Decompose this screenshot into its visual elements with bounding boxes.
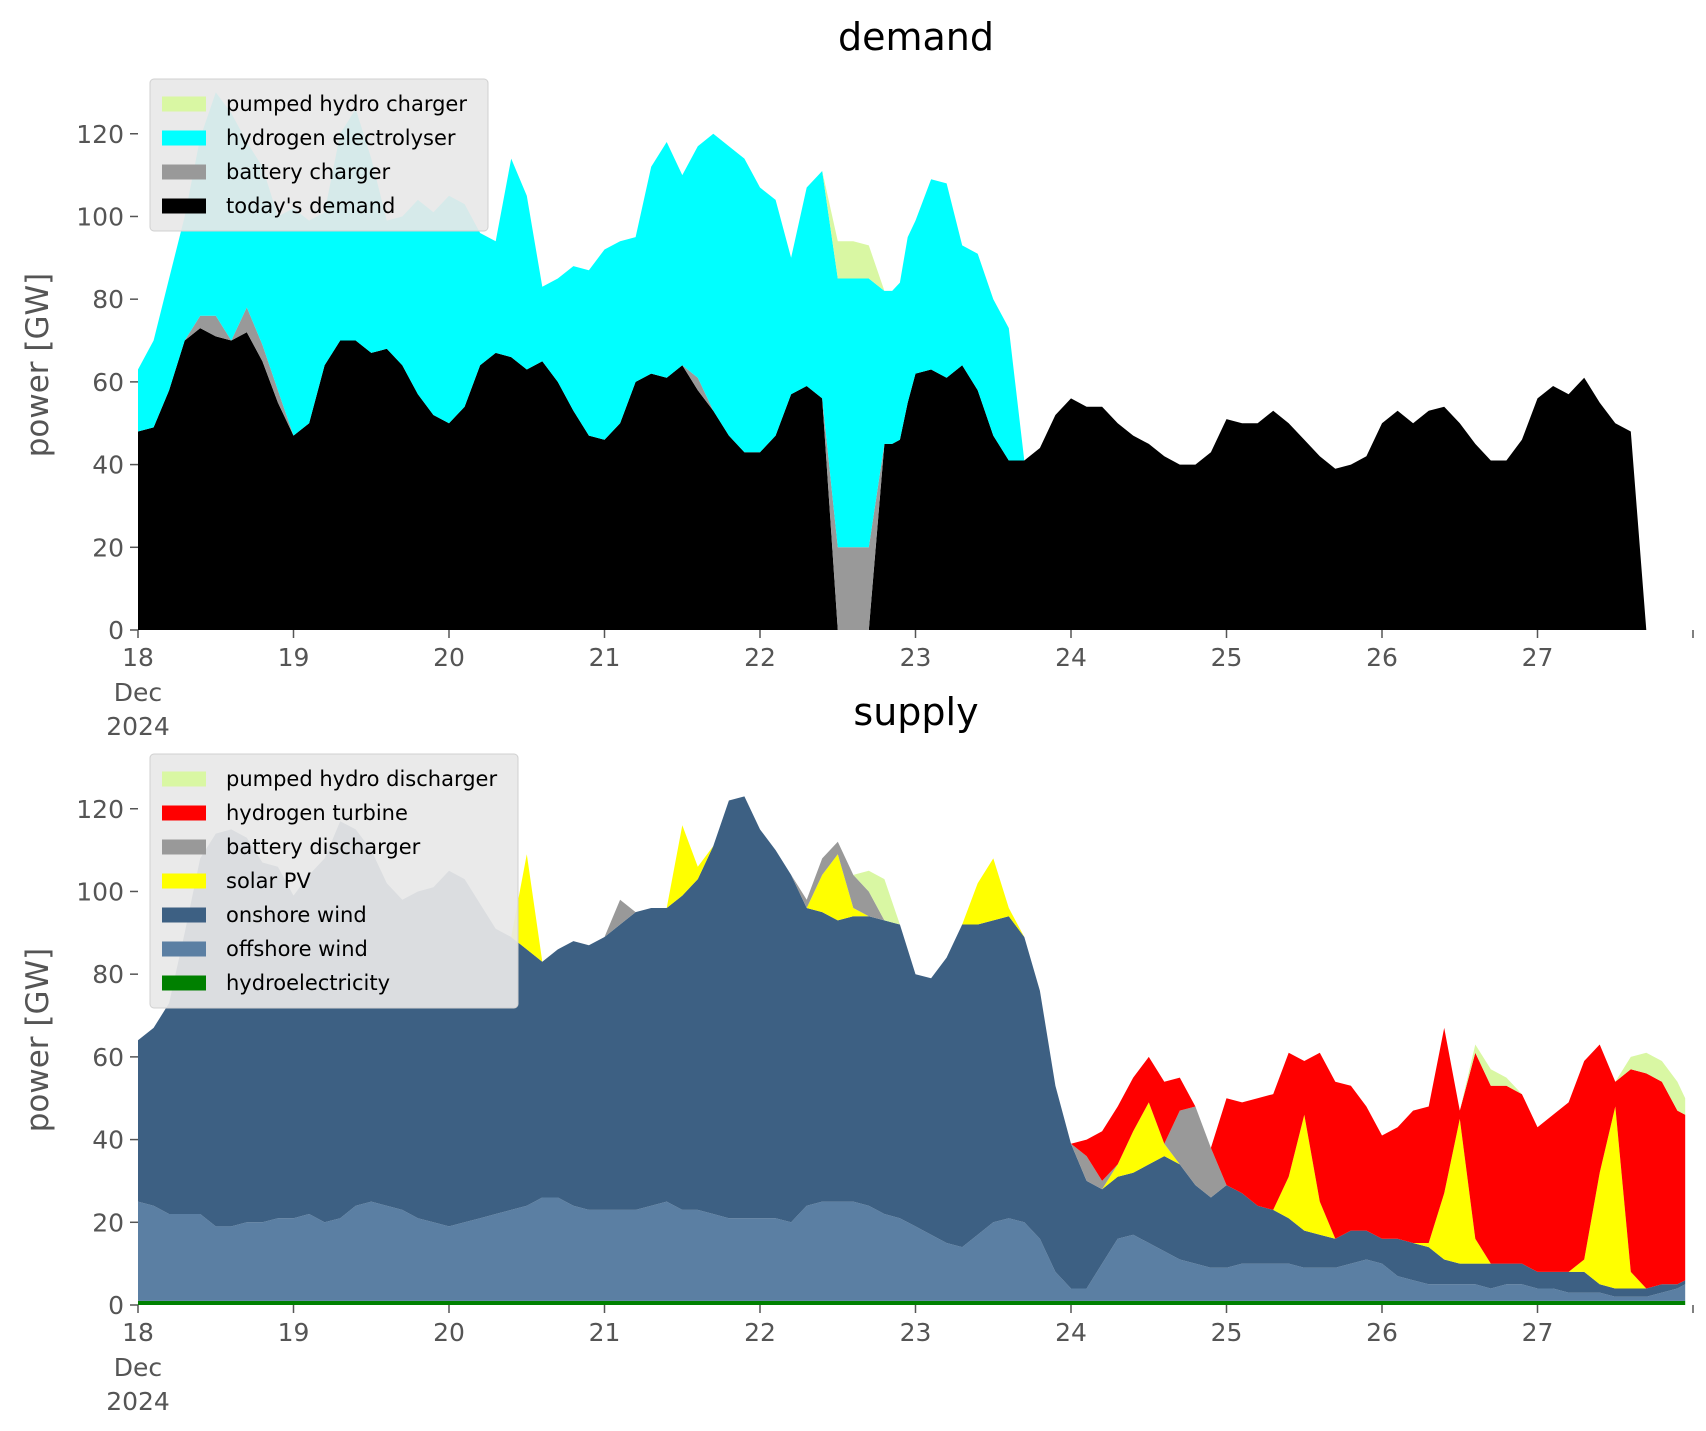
supply-legend[interactable]: pumped hydro discharger hydrogen turbine b… [149,753,519,1009]
demand-x-tick-label: 27 [1522,643,1554,672]
supply-x-tick-label: 21 [589,1318,621,1347]
legend-swatch [162,198,206,214]
supply-legend-item-offshore-wind[interactable]: offshore wind [162,937,368,961]
supply-y-tick-label: 120 [76,795,124,824]
supply-y-tick-label: 60 [92,1043,124,1072]
supply-area-layers [138,796,1686,1305]
supply-x-tick-label: 22 [744,1318,776,1347]
demand-legend-item-battery-charger[interactable]: battery charger [162,160,391,184]
supply-legend-item-onshore-wind[interactable]: onshore wind [162,903,367,927]
supply-x-tick-label: 26 [1366,1318,1398,1347]
supply-x-tick-label: 19 [278,1318,310,1347]
demand-x-tick-label: 21 [589,643,621,672]
demand-x-tick-label: 22 [744,643,776,672]
demand-legend[interactable]: pumped hydro charger hydrogen electrolyse… [149,78,489,232]
demand-x-tick-label: 20 [433,643,465,672]
supply-legend-box [149,753,519,1009]
demand-y-tick-label: 40 [92,451,124,480]
demand-x-tick-sublabel: 2024 [106,712,170,741]
demand-area-hydrogen-electrolyser [138,92,1686,630]
supply-y-tick-label: 40 [92,1126,124,1155]
supply-y-axis-label: power [GW] [20,948,56,1133]
demand-y-axis-label: power [GW] [20,273,56,458]
legend-label: hydrogen turbine [226,801,408,825]
demand-legend-item-hydrogen-electrolyser[interactable]: hydrogen electrolyser [162,126,456,150]
legend-label: today's demand [226,194,395,218]
supply-axes: 0 20 40 60 80 100 120 18 Dec 2024 19 20 21 22 23 24 25 26… [76,795,1694,1416]
supply-y-tick-label: 100 [76,877,124,906]
demand-legend-box [149,78,489,232]
supply-x-tick-label: 18 [122,1318,154,1347]
demand-x-tick-label: 26 [1366,643,1398,672]
demand-area-layers [138,92,1686,630]
supply-x-tick-label: 23 [900,1318,932,1347]
supply-panel: supply power [GW] 0 20 40 60 80 100 120 18 Dec 20… [20,690,1694,1416]
demand-x-tick-label: 19 [278,643,310,672]
legend-swatch [162,975,206,991]
supply-title: supply [853,690,978,734]
legend-label: onshore wind [226,903,367,927]
supply-legend-item-pumped-hydro-discharger[interactable]: pumped hydro discharger [162,767,497,791]
supply-area-onshore-wind [138,796,1686,1297]
demand-x-tick-label: 25 [1211,643,1243,672]
demand-y-tick-label: 80 [92,285,124,314]
demand-title: demand [838,15,994,59]
supply-y-tick-label: 0 [108,1291,124,1320]
supply-x-tick-label: 25 [1211,1318,1243,1347]
demand-x-tick-label: 18 [122,643,154,672]
demand-y-tick-label: 20 [92,533,124,562]
legend-label: battery discharger [226,835,421,859]
supply-legend-item-solar-pv[interactable]: solar PV [162,869,311,893]
supply-legend-item-battery-discharger[interactable]: battery discharger [162,835,421,859]
demand-y-tick-label: 60 [92,368,124,397]
legend-label: solar PV [226,869,311,893]
legend-swatch [162,96,206,112]
legend-swatch [162,164,206,180]
demand-legend-item-today-s-demand[interactable]: today's demand [162,194,395,218]
legend-label: pumped hydro discharger [226,767,497,791]
legend-swatch [162,130,206,146]
supply-x-tick-label: 27 [1522,1318,1554,1347]
legend-label: battery charger [226,160,391,184]
demand-y-tick-label: 100 [76,202,124,231]
supply-area-solar-pv [138,796,1686,1289]
supply-legend-item-hydrogen-turbine[interactable]: hydrogen turbine [162,801,408,825]
supply-x-tick-sublabel: 2024 [106,1387,170,1416]
demand-x-tick-sublabel: Dec [114,678,162,707]
demand-x-tick-label: 24 [1055,643,1087,672]
demand-y-tick-label: 120 [76,120,124,149]
supply-y-tick-label: 20 [92,1208,124,1237]
supply-area-hydrogen-turbine [138,796,1686,1289]
demand-legend-item-pumped-hydro-charger[interactable]: pumped hydro charger [162,92,467,116]
supply-x-tick-label: 24 [1055,1318,1087,1347]
supply-x-tick-sublabel: Dec [114,1353,162,1382]
demand-axes: 0 20 40 60 80 100 120 18 Dec 2024 19 20 21 22 23 24 25 26… [76,120,1694,741]
demand-area-today-s-demand [138,328,1686,630]
supply-y-tick-label: 80 [92,960,124,989]
legend-swatch [162,771,206,787]
supply-area-hydroelectricity [138,1300,1686,1305]
supply-legend-item-hydroelectricity[interactable]: hydroelectricity [162,971,390,995]
legend-swatch [162,839,206,855]
legend-swatch [162,941,206,957]
legend-label: hydrogen electrolyser [226,126,456,150]
demand-panel: demand power [GW] 0 20 40 60 80 100 120 18 Dec 20… [20,15,1694,741]
legend-label: offshore wind [226,937,368,961]
supply-x-tick-label: 20 [433,1318,465,1347]
legend-swatch [162,907,206,923]
legend-swatch [162,873,206,889]
demand-y-tick-label: 0 [108,616,124,645]
demand-x-tick-label: 23 [900,643,932,672]
legend-swatch [162,805,206,821]
legend-label: pumped hydro charger [226,92,467,116]
supply-area-offshore-wind [138,1197,1686,1301]
legend-label: hydroelectricity [226,971,390,995]
